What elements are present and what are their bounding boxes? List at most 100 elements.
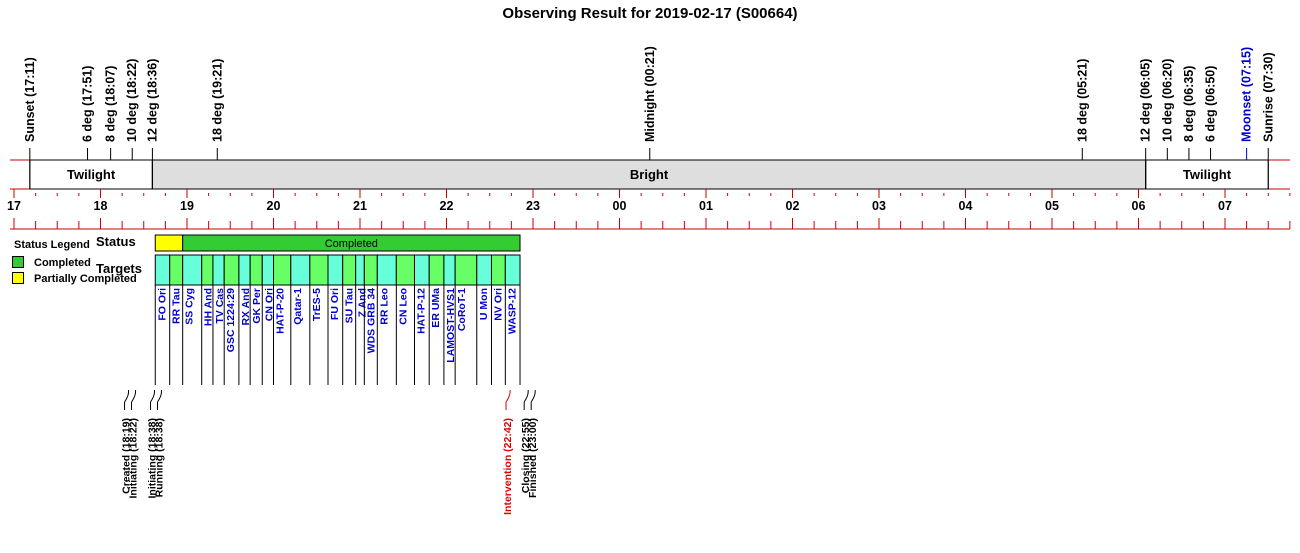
target-block	[201, 254, 214, 286]
event-label: 12 deg (06:05)	[1139, 59, 1153, 142]
target-block	[223, 254, 240, 286]
legend-label-partial: Partially Completed	[34, 273, 137, 285]
log-marker	[149, 390, 155, 410]
target-name: GSC 1224:29	[225, 288, 237, 352]
band-label: Twilight	[67, 167, 116, 182]
band-twilight	[1145, 159, 1269, 190]
band-twilight	[29, 159, 153, 190]
log-marker	[530, 390, 536, 410]
event-label: 6 deg (06:50)	[1204, 66, 1218, 142]
target-name: Qatar-1	[292, 288, 304, 325]
target-name: RR Tau	[171, 288, 183, 324]
log-label: Finished (23:00)	[527, 418, 539, 498]
event-label: 8 deg (06:35)	[1182, 66, 1196, 142]
target-block	[273, 254, 292, 286]
target-block	[290, 254, 311, 286]
target-name: ER UMa	[430, 288, 442, 328]
target-name: WASP-12	[506, 288, 518, 334]
time-tick-label: 04	[959, 199, 973, 213]
target-block	[182, 254, 203, 286]
event-label: 12 deg (18:36)	[145, 59, 159, 142]
target-block	[249, 254, 263, 286]
time-tick-label: 22	[440, 199, 454, 213]
time-tick-label: 23	[526, 199, 540, 213]
target-name: HH And	[203, 288, 215, 326]
time-tick-label: 02	[786, 199, 800, 213]
chart-title: Observing Result for 2019-02-17 (S00664)	[502, 5, 798, 22]
target-block	[376, 254, 397, 286]
log-marker	[156, 390, 162, 410]
target-name: SS Cyg	[184, 288, 196, 325]
time-tick-label: 17	[7, 199, 21, 213]
target-name: Z And	[357, 288, 369, 317]
target-name: SU Tau	[344, 288, 356, 323]
legend-swatch-partial	[12, 272, 24, 284]
event-label: 6 deg (17:51)	[81, 66, 95, 142]
target-name: RX And	[240, 288, 252, 326]
target-block	[454, 254, 478, 286]
target-name: U Mon	[478, 288, 490, 320]
targets-row-label: Targets	[96, 261, 142, 276]
target-block	[443, 254, 456, 286]
event-label: 18 deg (05:21)	[1075, 59, 1089, 142]
target-block	[428, 254, 445, 286]
time-tick-label: 05	[1045, 199, 1059, 213]
target-name: RR Leo	[378, 288, 390, 325]
event-label: Sunrise (07:30)	[1261, 52, 1275, 142]
log-marker	[124, 390, 130, 410]
time-tick-label: 06	[1132, 199, 1146, 213]
target-block	[490, 254, 506, 286]
event-label: 10 deg (18:22)	[125, 59, 139, 142]
event-label: 18 deg (19:21)	[210, 59, 224, 142]
log-label: Created (18:19)	[121, 418, 133, 494]
time-tick-label: 19	[180, 199, 194, 213]
status-row-label: Status	[96, 234, 136, 249]
target-name: LAMOST-HVS1	[445, 288, 457, 363]
target-block	[395, 254, 415, 286]
time-tick-label: 01	[699, 199, 713, 213]
legend-swatch-completed	[12, 256, 24, 268]
target-name: GK Per	[251, 288, 263, 324]
target-name: CN Ori	[263, 288, 275, 321]
target-block	[327, 254, 344, 286]
event-label: Midnight (00:21)	[643, 46, 657, 142]
time-tick-label: 20	[267, 199, 281, 213]
log-marker	[131, 390, 137, 410]
target-block	[261, 254, 275, 286]
target-name: TV Cas	[214, 288, 226, 324]
time-tick-label: 21	[353, 199, 367, 213]
target-name: FO Ori	[156, 288, 168, 321]
status-label: Completed	[325, 238, 378, 250]
log-label: Closing (22:55)	[520, 418, 532, 493]
target-name: HAT-P-20	[275, 288, 287, 334]
legend-title: Status Legend	[14, 239, 90, 251]
target-block	[363, 254, 378, 286]
legend-label-completed: Completed	[34, 257, 91, 269]
target-name: CN Leo	[397, 288, 409, 325]
target-name: TrES-5	[311, 288, 323, 321]
log-label: Initiating (18:38)	[146, 418, 158, 499]
target-name: WDS GRB 34	[365, 288, 377, 354]
target-name: NV Ori	[492, 288, 504, 321]
target-block	[413, 254, 430, 286]
time-tick-label: 18	[94, 199, 108, 213]
event-label: Moonset (07:15)	[1240, 47, 1254, 142]
target-block	[212, 254, 225, 286]
target-name: FU Ori	[329, 288, 341, 320]
time-tick-label: 03	[872, 199, 886, 213]
target-block	[238, 254, 251, 286]
status-segment	[182, 234, 521, 252]
target-block	[476, 254, 492, 286]
event-label: 8 deg (18:07)	[104, 66, 118, 142]
log-label: Initiating (18:22)	[128, 418, 140, 499]
log-marker	[523, 390, 529, 410]
target-block	[342, 254, 357, 286]
log-marker	[505, 390, 511, 410]
target-block	[309, 254, 329, 286]
status-segment	[154, 234, 184, 252]
time-tick-label: 07	[1218, 199, 1232, 213]
band-label: Twilight	[1183, 167, 1232, 182]
log-label: Intervention (22:42)	[502, 418, 514, 515]
target-block	[355, 254, 365, 286]
